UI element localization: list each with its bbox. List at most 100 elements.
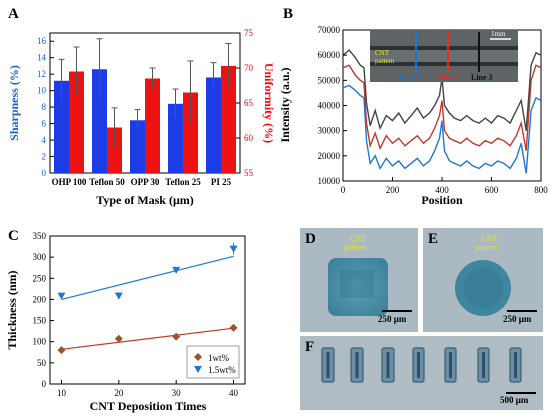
legend-label-15wt: 1.5wt% [208,365,236,375]
chart-a-bars [54,38,236,173]
panel-letter-a: A [8,6,19,22]
inset-cnt-highlight [370,50,518,62]
data-point-1wt [57,346,66,355]
chart-c-svg: C 10 20 30 40 0 50 100 150 200 250 300 350 1wt% 1.5… [5,228,246,413]
intensity-line-2 [342,64,542,151]
chart-b-svg: B 0 200 400 600 800 10000 20000 30000 40000 50000… [278,6,549,207]
panel-letter-e: E [428,231,439,247]
photo-d-cnt-square [328,258,388,316]
photo-e-image [423,228,543,332]
photo-f-patterns [321,347,522,383]
intensity-line-3 [342,49,542,131]
chart-c-marks [57,242,238,355]
cnt-line-core [482,352,485,378]
chart-b-ticks: 0 200 400 600 800 10000 20000 30000 40000 50000 60… [318,25,549,195]
x-tick-label: Teflon 25 [165,177,201,187]
chart-a-ticks: OHP 100 Teflon 50 OPP 30 Teflon 25 PI 25 0 2 4 6… [37,28,254,187]
fit-line-15wt [61,255,234,301]
photo-d-cnt-center [340,270,374,298]
y-tick-label: 16 [37,36,47,46]
photo-e-pattern-label: pattern [475,243,498,252]
legend-marker-1wt [194,353,202,361]
panel-letter-c: C [8,228,19,244]
chart-c-legend: 1wt% 1.5wt% [186,345,240,379]
y-tick-label: 250 [33,273,47,283]
y-tick-label: 150 [33,316,47,326]
x-tick-label: PI 25 [211,177,232,187]
legend-label-1wt: 1wt% [208,353,230,363]
y-tick-label: 20000 [318,151,341,161]
chart-a-xlabel: Type of Mask (μm) [96,193,194,207]
y-tick-label: 50 [37,358,47,368]
panel-a: A OHP 100 Teflon 50 OPP 30 Teflon 25 PI 25 0 2… [0,0,276,210]
y-tick-label: 70000 [318,25,341,35]
data-point-15wt [114,292,123,300]
chart-b-xlabel: Position [421,193,463,207]
photo-d-scale-bar [382,310,412,312]
y2-tick-label: 65 [244,98,254,108]
panel-f-photo: F 500 μm [300,336,543,410]
photo-f-scale-bar [506,392,536,394]
y-tick-label: 10 [37,86,47,96]
chart-c-xlabel: CNT Deposition Times [90,399,207,413]
bar-sharpness [54,80,69,173]
bar-uniformity [69,71,84,173]
photo-d-scale-label: 250 μm [378,314,407,324]
photo-e-scale-bar [507,310,537,312]
fit-line-1wt [61,327,234,350]
y-tick-label: 60000 [318,50,341,60]
y-tick-label: 300 [33,252,47,262]
panel-e-photo: E CNT pattern 250 μm [423,228,543,332]
y-tick-label: 350 [33,231,47,241]
x-tick-label: 40 [229,388,239,398]
photo-f-scale-label: 500 μm [500,395,529,405]
bar-sharpness [130,120,145,173]
photo-e-cnt-center [463,268,503,308]
bar-sharpness [92,69,107,173]
bar-uniformity [221,65,236,173]
chart-b-ylabel: Intensity (a.u.) [278,67,292,142]
cnt-line-core [514,352,517,378]
inset-line3-label: Line 3 [471,73,493,82]
cnt-line-core [386,352,390,378]
y-tick-label: 0 [42,379,47,389]
y-tick-label: 8 [42,102,47,112]
data-point-15wt [57,292,66,300]
bar-uniformity [107,127,122,173]
photo-f-image [300,336,543,410]
chart-c-ylabel: Thickness (nm) [5,270,19,349]
data-point-15wt [172,266,181,274]
panel-letter-f: F [305,339,315,355]
photo-e-cnt-label: CNT [481,234,497,243]
data-point-15wt [229,245,238,253]
x-tick-label: 0 [341,185,346,195]
inset-cnt-label: CNT [375,49,390,57]
y-tick-label: 200 [33,294,47,304]
panel-c: C 10 20 30 40 0 50 100 150 200 250 300 350 1wt% 1.5… [0,222,275,415]
photo-d-pattern-label: pattern [344,243,367,252]
y-tick-label: 40000 [318,101,341,111]
x-tick-label: 10 [57,388,67,398]
panel-letter-b: B [283,6,293,22]
bar-sharpness [206,77,221,173]
chart-b-lines [342,49,542,174]
bar-sharpness [168,103,183,173]
x-tick-label: 800 [534,185,548,195]
y-tick-label: 14 [37,53,47,63]
inset-scale-label: 1mm [491,30,506,38]
x-tick-label: OHP 100 [52,177,87,187]
inset-line2-label: Line 2 [436,73,458,82]
cnt-line-core [355,352,359,378]
y-tick-label: 30000 [318,126,341,136]
photo-e-cnt-circle [455,260,511,316]
bar-uniformity [145,78,160,173]
chart-a-svg: A OHP 100 Teflon 50 OPP 30 Teflon 25 PI 25 0 2… [7,6,276,207]
y-tick-label: 100 [33,337,47,347]
intensity-line-1 [342,84,542,174]
photo-d-image [300,228,418,332]
y-tick-label: 4 [42,135,47,145]
inset-line1-label: Line 1 [399,73,421,82]
panel-letter-d: D [305,231,316,247]
photo-e-scale-label: 250 μm [503,314,532,324]
photo-d-cnt-label: CNT [350,234,366,243]
